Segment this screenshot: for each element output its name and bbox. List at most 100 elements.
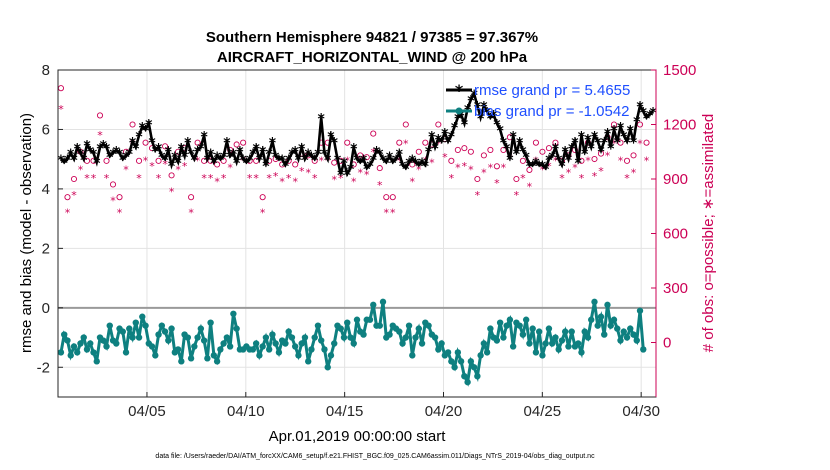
bias-point: [461, 372, 468, 380]
obs-assimilated-marker: *: [618, 155, 624, 168]
obs-assimilated-marker: *: [546, 160, 552, 173]
obs-possible-marker: [220, 157, 227, 164]
rmse-point: *: [122, 150, 130, 166]
bias-point: [67, 352, 74, 359]
obs-possible-marker: [487, 146, 494, 153]
rmse-point: *: [324, 153, 332, 169]
rmse-point: *: [152, 144, 160, 160]
obs-assimilated-marker: *: [631, 167, 637, 180]
rmse-point: *: [389, 156, 397, 172]
obs-possible-marker: [142, 139, 149, 146]
rmse-point: *: [262, 159, 270, 175]
bias-point: [331, 340, 338, 347]
bias-point: [350, 340, 357, 347]
bias-point: [282, 340, 289, 347]
rmse-point: *: [477, 112, 485, 128]
bias-point: [135, 334, 143, 341]
left-axis-label: rmse and bias (model - observation): [18, 113, 35, 353]
rmse-point: *: [601, 135, 609, 151]
obs-assimilated-marker: *: [442, 151, 448, 164]
rmse-point: *: [191, 153, 199, 169]
bias-point: [314, 322, 322, 329]
rmse-point: *: [80, 153, 88, 169]
bias-point: [542, 340, 549, 347]
bias-point: [614, 325, 621, 332]
bias-point: [370, 301, 377, 309]
rmse-point: *: [106, 150, 114, 166]
rmse-point: *: [448, 129, 456, 145]
obs-assimilated-marker: *: [123, 163, 129, 176]
bias-point: [431, 334, 439, 341]
rmse-point: *: [148, 135, 156, 151]
obs-possible-marker: [409, 161, 416, 168]
bias-point: [106, 322, 113, 329]
bias-point: [451, 364, 458, 371]
rmse-point: *: [542, 162, 550, 178]
rmse-point: *: [113, 144, 121, 160]
bias-point: [552, 334, 559, 341]
bias-point: [396, 328, 403, 335]
obs-assimilated-marker: *: [71, 189, 77, 202]
obs-assimilated-marker: *: [410, 175, 416, 188]
rmse-point: *: [266, 147, 274, 163]
obs-assimilated-marker: *: [624, 172, 630, 185]
rmse-point: *: [158, 150, 166, 166]
bias-point: [464, 378, 471, 386]
bias-point: [483, 349, 491, 356]
rmse-point: *: [200, 129, 208, 145]
x-tick-label: 04/20: [425, 403, 463, 420]
rmse-point: *: [425, 144, 433, 160]
rmse-point: *: [344, 168, 352, 184]
obs-possible-marker: [591, 155, 598, 163]
obs-assimilated-marker: *: [520, 172, 526, 185]
bias-point: [500, 334, 507, 341]
footer-data-file: data file: /Users/raeder/DAI/ATM_forcXX/…: [155, 453, 595, 460]
obs-assimilated-marker: *: [598, 165, 604, 178]
legend-bias-label: bias grand pr = -1.0542: [474, 103, 630, 120]
obs-assimilated-marker: *: [305, 167, 311, 180]
obs-possible-marker: [396, 139, 403, 146]
obs-assimilated-marker: *: [104, 172, 110, 185]
obs-possible-marker: [448, 157, 455, 164]
x-tick-label: 04/15: [326, 403, 364, 420]
rmse-point: *: [357, 156, 365, 172]
rmse-point: *: [360, 153, 368, 169]
bias-point: [386, 331, 393, 338]
bias-point: [379, 298, 387, 306]
rmse-point: *: [100, 138, 108, 154]
obs-assimilated-marker: *: [273, 170, 279, 183]
obs-assimilated-marker: *: [637, 137, 643, 150]
rmse-point: *: [558, 159, 566, 175]
obs-assimilated-marker: *: [553, 155, 559, 168]
rmse-point: *: [210, 156, 218, 172]
obs-possible-marker: [376, 165, 383, 172]
obs-assimilated-marker: *: [227, 162, 233, 175]
bias-point: [347, 334, 354, 341]
bias-point: [376, 322, 383, 329]
rmse-point: *: [239, 153, 247, 169]
bias-point: [61, 331, 68, 338]
bias-point: [607, 322, 614, 329]
rmse-point: *: [178, 141, 186, 157]
right-axis-label: # of obs: o=possible; ∗=assimilated: [700, 114, 717, 353]
rmse-point: *: [223, 135, 231, 151]
obs-assimilated-marker: *: [266, 172, 272, 185]
obs-possible-marker: [519, 157, 526, 164]
bias-point: [83, 346, 91, 353]
obs-assimilated-marker: *: [65, 206, 71, 219]
rmse-point: *: [165, 144, 173, 160]
rmse-point: *: [441, 126, 449, 142]
bias-point: [470, 364, 478, 371]
rmse-point: *: [646, 109, 654, 125]
rmse-point: *: [376, 147, 384, 163]
bias-point: [259, 343, 266, 350]
bias-point: [418, 340, 426, 347]
obs-possible-marker: [370, 130, 377, 137]
rmse-point: *: [461, 118, 469, 134]
obs-possible-marker: [96, 112, 104, 119]
rmse-point: *: [490, 109, 498, 125]
obs-assimilated-marker: *: [416, 163, 422, 176]
rmse-point: *: [597, 144, 605, 160]
obs-assimilated-marker: *: [156, 172, 162, 185]
obs-assimilated-marker: *: [488, 162, 494, 175]
